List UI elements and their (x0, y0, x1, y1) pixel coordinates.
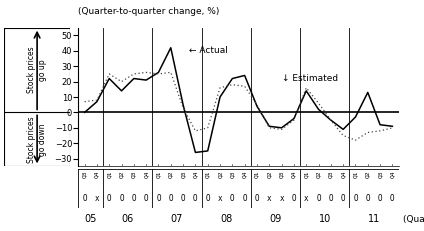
Text: (Quarter, Year): (Quarter, Year) (403, 215, 424, 224)
Text: Q3: Q3 (378, 171, 382, 178)
Text: x: x (279, 194, 284, 203)
Text: O: O (341, 194, 346, 203)
Text: Q2: Q2 (316, 171, 321, 178)
Text: Q4: Q4 (390, 171, 395, 178)
Text: 09: 09 (269, 214, 282, 224)
Text: O: O (329, 194, 333, 203)
Text: Stock prices
go up: Stock prices go up (28, 47, 47, 93)
Text: Q2: Q2 (218, 171, 223, 178)
Text: O: O (390, 194, 395, 203)
Text: Q4: Q4 (144, 171, 149, 178)
Text: O: O (316, 194, 321, 203)
Text: Q1: Q1 (353, 171, 358, 178)
Text: 05: 05 (84, 214, 97, 224)
Text: Q3: Q3 (279, 171, 284, 178)
Text: O: O (107, 194, 112, 203)
Text: x: x (95, 194, 99, 203)
Text: Q2: Q2 (365, 171, 370, 178)
Text: Q4: Q4 (340, 171, 346, 178)
Text: Q2: Q2 (168, 171, 173, 178)
Text: O: O (119, 194, 124, 203)
Text: Q4: Q4 (193, 171, 198, 178)
Text: 11: 11 (368, 214, 380, 224)
Text: Q3: Q3 (181, 171, 186, 178)
Text: 06: 06 (122, 214, 134, 224)
Text: Q2: Q2 (119, 171, 124, 178)
Text: x: x (304, 194, 309, 203)
Text: 08: 08 (220, 214, 232, 224)
Text: Q4: Q4 (291, 171, 296, 178)
Text: O: O (255, 194, 259, 203)
Text: ← Actual: ← Actual (189, 46, 228, 55)
Text: O: O (378, 194, 382, 203)
Text: x: x (218, 194, 222, 203)
Text: Q3: Q3 (328, 171, 333, 178)
Text: Q3: Q3 (131, 171, 137, 178)
Text: O: O (181, 194, 185, 203)
Text: ↓ Estimated: ↓ Estimated (282, 74, 338, 83)
Text: O: O (243, 194, 247, 203)
Text: x: x (267, 194, 272, 203)
Text: Q1: Q1 (304, 171, 309, 178)
Text: 10: 10 (318, 214, 331, 224)
Text: O: O (82, 194, 87, 203)
Text: 07: 07 (171, 214, 183, 224)
Text: O: O (205, 194, 210, 203)
Text: Q2: Q2 (267, 171, 272, 178)
Text: O: O (365, 194, 370, 203)
Text: O: O (144, 194, 148, 203)
Text: Q1: Q1 (254, 171, 259, 178)
Text: Q4: Q4 (242, 171, 247, 178)
Text: Q3: Q3 (230, 171, 235, 178)
Text: Q4: Q4 (95, 171, 99, 178)
Text: Q3: Q3 (82, 171, 87, 178)
Text: O: O (292, 194, 296, 203)
Text: O: O (168, 194, 173, 203)
Text: Q1: Q1 (156, 171, 161, 178)
Text: O: O (193, 194, 198, 203)
Text: Q1: Q1 (205, 171, 210, 178)
Text: O: O (156, 194, 161, 203)
Text: O: O (353, 194, 358, 203)
Text: O: O (131, 194, 136, 203)
Text: (Quarter-to-quarter change, %): (Quarter-to-quarter change, %) (78, 7, 220, 16)
Text: Q1: Q1 (107, 171, 112, 178)
Text: Stock prices
go down: Stock prices go down (28, 116, 47, 163)
Text: O: O (230, 194, 234, 203)
